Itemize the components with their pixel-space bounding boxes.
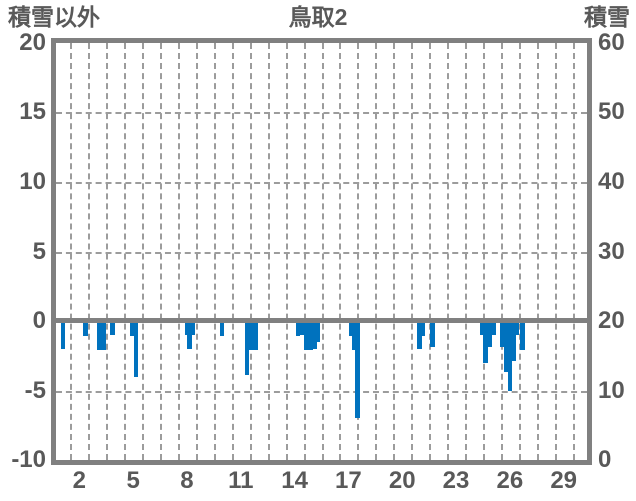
data-bar <box>312 320 317 349</box>
data-bar <box>499 320 505 348</box>
plot-area <box>51 38 592 465</box>
y-tick-label-left: 0 <box>32 306 46 334</box>
y-tick-label-left: 10 <box>19 167 46 195</box>
y-tick-label-right: 30 <box>598 237 625 265</box>
y-tick-label-left: -10 <box>11 446 46 473</box>
data-bar <box>352 320 357 351</box>
x-tick-label: 20 <box>388 467 416 494</box>
y-tick-label-left: -5 <box>24 376 46 404</box>
x-tick-label: 23 <box>442 467 470 494</box>
horizontal-gridline <box>56 112 587 115</box>
x-axis-tick-labels: 2 5 8 11 14 17 20 23 26 29 <box>56 468 587 494</box>
horizontal-gridline <box>56 251 587 254</box>
zero-line <box>56 318 587 324</box>
left-axis-title: 積雪以外 <box>8 4 100 30</box>
data-bar <box>60 320 66 349</box>
left-axis-tick-labels: 20 15 10 5 0 -5 -10 <box>0 31 46 472</box>
data-bar <box>348 320 354 337</box>
horizontal-gridline <box>56 390 587 393</box>
data-bar <box>504 320 509 373</box>
x-tick-label: 14 <box>281 467 308 494</box>
x-tick-label: 5 <box>126 467 140 494</box>
data-bar <box>83 320 88 337</box>
y-tick-label-right: 50 <box>598 98 625 126</box>
y-tick-label-right: 10 <box>598 376 625 404</box>
data-bar <box>187 320 192 349</box>
data-bar <box>430 320 435 348</box>
data-bar <box>101 320 106 351</box>
data-bar <box>249 320 254 351</box>
data-bar <box>479 320 485 335</box>
data-bar <box>96 320 102 351</box>
data-bar <box>511 320 516 362</box>
data-bar <box>253 320 259 351</box>
data-bar <box>184 320 190 335</box>
x-tick-label: 17 <box>335 467 362 494</box>
x-tick-label: 29 <box>550 467 578 494</box>
y-tick-label-right: 20 <box>598 306 625 334</box>
x-tick-label: 2 <box>72 467 86 494</box>
data-bar <box>355 320 360 419</box>
data-bar <box>129 320 135 336</box>
data-bar <box>295 320 301 337</box>
data-bar <box>304 320 309 351</box>
y-tick-label-right: 60 <box>598 29 625 56</box>
data-bar <box>417 320 422 349</box>
y-tick-label-left: 15 <box>19 98 46 126</box>
data-bar <box>487 320 493 348</box>
horizontal-gridline <box>56 181 587 184</box>
x-tick-label: 11 <box>228 467 254 494</box>
y-tick-label-right: 40 <box>598 167 625 195</box>
data-bar <box>315 320 321 342</box>
data-bar <box>219 320 225 336</box>
y-tick-label-left: 20 <box>19 29 46 56</box>
right-axis-title: 積雪 <box>584 4 630 30</box>
data-bar <box>300 320 305 335</box>
x-tick-label: 26 <box>496 467 524 494</box>
data-bar <box>514 320 520 335</box>
data-bar <box>520 320 525 351</box>
chart-title: 鳥取2 <box>288 4 348 30</box>
x-tick-label: 8 <box>180 467 194 494</box>
data-bar <box>190 320 196 335</box>
data-bar <box>308 320 313 351</box>
y-tick-label-right: 0 <box>598 446 612 473</box>
data-bar <box>420 320 426 336</box>
data-bar <box>491 320 496 335</box>
right-axis-tick-labels: 60 50 40 30 20 10 0 <box>598 31 636 472</box>
data-bar <box>244 320 250 376</box>
data-bar <box>483 320 488 363</box>
y-tick-label-left: 5 <box>32 237 46 265</box>
data-bar <box>133 320 139 377</box>
data-bar <box>507 320 513 392</box>
data-bar <box>110 320 115 335</box>
